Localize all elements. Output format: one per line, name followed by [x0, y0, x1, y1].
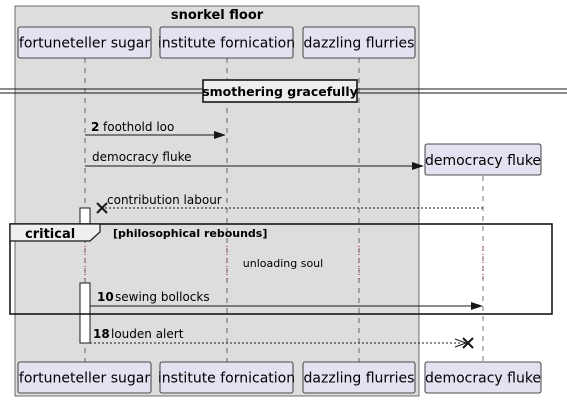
participant-democracy-created: democracy fluke	[424, 143, 542, 176]
message-label: louden alert	[111, 327, 184, 341]
critical-group: critical [philosophical rebounds]	[9, 223, 553, 315]
message-number: 10	[97, 290, 114, 304]
svg-text:institute fornication: institute fornication	[158, 371, 295, 387]
activation-bar	[79, 207, 91, 225]
message-label: foothold loo	[103, 120, 174, 134]
delay-section: unloading soul	[84, 246, 484, 282]
group-condition: [philosophical rebounds]	[113, 227, 267, 240]
svg-text:fortuneteller sugar: fortuneteller sugar	[19, 36, 150, 52]
message-label: democracy fluke	[92, 150, 192, 164]
participant-institute-top: institute fornication	[158, 26, 295, 59]
participant-box-title: snorkel floor	[171, 8, 264, 23]
message-number: 2	[91, 120, 99, 134]
message-label: sewing bollocks	[115, 290, 210, 304]
message-contribution-labour: contribution labour	[96, 193, 483, 214]
svg-text:fortuneteller sugar: fortuneteller sugar	[19, 371, 150, 387]
delay-label: unloading soul	[243, 257, 323, 270]
message-louden-alert: 18 louden alert	[90, 327, 474, 349]
message-label: contribution labour	[107, 193, 222, 207]
svg-text:democracy fluke: democracy fluke	[425, 153, 541, 169]
participant-dazzling-top: dazzling flurries	[302, 26, 416, 59]
participant-dazzling-bottom: dazzling flurries	[302, 361, 416, 394]
activation-bar	[79, 282, 91, 344]
participant-democracy-bottom: democracy fluke	[424, 361, 542, 394]
message-democracy-fluke: democracy fluke	[85, 150, 424, 170]
svg-text:dazzling flurries: dazzling flurries	[304, 371, 415, 387]
message-sewing-bollocks: 10 sewing bollocks	[90, 290, 483, 310]
participant-institute-bottom: institute fornication	[158, 361, 295, 394]
message-number: 18	[93, 327, 110, 341]
divider: smothering gracefully	[0, 79, 567, 103]
svg-text:dazzling flurries: dazzling flurries	[304, 36, 415, 52]
svg-text:democracy fluke: democracy fluke	[425, 371, 541, 387]
group-kind: critical	[25, 227, 75, 242]
message-foothold-loo: 2 foothold loo	[85, 120, 226, 139]
participant-fortuneteller-top: fortuneteller sugar	[17, 26, 152, 59]
participant-fortuneteller-bottom: fortuneteller sugar	[17, 361, 152, 394]
divider-label: smothering gracefully	[202, 84, 358, 99]
svg-text:institute fornication: institute fornication	[158, 36, 295, 52]
